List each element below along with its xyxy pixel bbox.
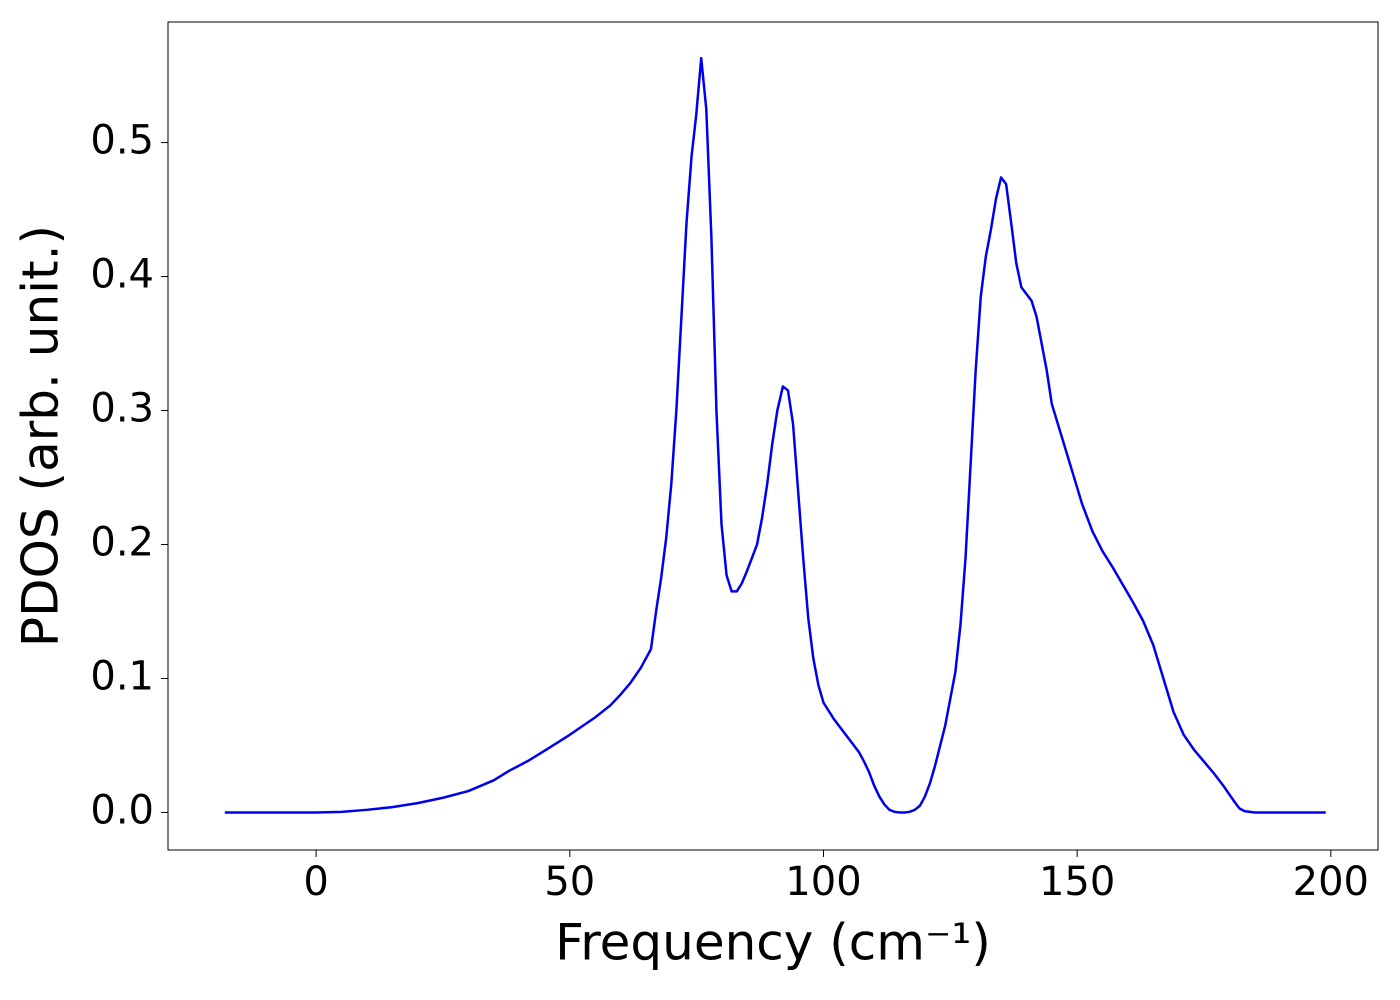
x-tick-label: 0 xyxy=(303,859,328,905)
y-tick-label: 0.4 xyxy=(90,252,154,298)
x-axis-label: Frequency (cm⁻¹) xyxy=(555,914,991,972)
y-tick-label: 0.1 xyxy=(90,654,154,700)
plot-frame xyxy=(167,21,1379,851)
x-tick-label: 100 xyxy=(785,859,861,905)
y-axis-label: PDOS (arb. unit.) xyxy=(12,225,70,647)
y-tick-label: 0.0 xyxy=(90,787,154,833)
x-tick-label: 200 xyxy=(1293,859,1369,905)
y-tick-label: 0.3 xyxy=(90,386,154,432)
y-tick-label: 0.2 xyxy=(90,520,154,566)
y-tick-label: 0.5 xyxy=(90,118,154,164)
x-tick-label: 50 xyxy=(544,859,595,905)
pdos-line xyxy=(224,56,1326,814)
x-tick-label: 150 xyxy=(1039,859,1115,905)
